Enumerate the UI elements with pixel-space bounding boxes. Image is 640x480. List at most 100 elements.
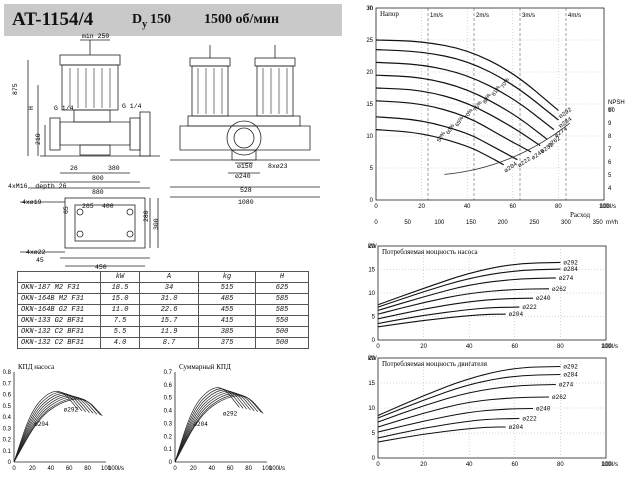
y-tick-label: 0.2 (164, 434, 173, 440)
efficiency-iso-label: 75% (473, 100, 484, 113)
series-label: ø204 (509, 424, 524, 431)
y-tick-label: 0.6 (3, 393, 12, 399)
dimension-label: G 1/4 (122, 103, 142, 110)
dimension-label: ø150 (237, 163, 253, 170)
y-tick-label: 15 (368, 381, 375, 387)
dimension-label: 4xø22 (26, 249, 46, 256)
secondary-x-tick: 150 (466, 220, 477, 226)
power-curve-ø274 (377, 277, 556, 311)
chart-title: Суммарный КПД (179, 363, 231, 371)
head-curve-ø284 (375, 49, 559, 121)
npsh-label: NPSH (608, 100, 625, 106)
chart-power-4: 0 20 40 60 80 100 0 5 10 15 20 Потребляемая мощност… (368, 356, 618, 468)
chart-title: Потребляемая мощность насоса (382, 248, 479, 256)
y-tick-label: 10 (366, 134, 373, 140)
series-label: ø284 (563, 266, 578, 273)
secondary-x-tick: 250 (529, 220, 540, 226)
y-tick-label: 0.1 (3, 449, 12, 455)
model-title: AT-1154/4 (12, 9, 94, 30)
x-tick-label: 80 (245, 466, 252, 472)
chart-title: КПД насоса (18, 363, 55, 371)
dimension-label: 528 (240, 187, 252, 194)
series-label: ø274 (559, 382, 574, 389)
series-label: ø262 (552, 394, 567, 401)
y-tick-label: 0 (8, 460, 12, 466)
y-tick-label: 0 (169, 460, 173, 466)
power-curve-ø240 (377, 297, 534, 320)
y-unit-label: kW (368, 244, 377, 250)
dimension-label: 450 (95, 264, 107, 271)
x-tick-label: 40 (47, 466, 54, 472)
y-tick-label: 5 (372, 431, 376, 437)
head-curve-ø222 (375, 116, 518, 161)
series-label: ø240 (536, 295, 551, 302)
x-unit-label: 100l/s (269, 466, 285, 472)
dimension-label: 210 (35, 133, 42, 145)
y-tick-label: 0.6 (164, 383, 173, 389)
dn-letter: D (132, 12, 143, 27)
table-row: OKN-133 G2 BF31 7.5 15.7 415 550 (17, 315, 309, 327)
head-curve-ø240 (375, 100, 532, 153)
series-label: ø222 (522, 416, 537, 423)
power-curve-ø222 (377, 306, 520, 325)
power-curve-ø222 (377, 417, 520, 439)
y-tick-label: 5 (372, 315, 376, 321)
efficiency-iso-label: 50% (436, 131, 447, 144)
baseplate-plan (64, 197, 146, 249)
y-tick-label: 0.5 (3, 404, 12, 410)
dimension-label: 400 (102, 203, 114, 210)
power-curve-ø262 (377, 396, 550, 428)
power-curve-ø284 (377, 268, 561, 308)
secondary-x-tick: 200 (498, 220, 509, 226)
efficiency-curve (174, 395, 264, 463)
x-unit-label: 100l/s (600, 204, 616, 210)
y-tick-label: 15 (368, 268, 375, 274)
dimension-label: 265 (82, 203, 94, 210)
npsh-unit: m (608, 107, 613, 113)
y-unit-label: kW (368, 356, 377, 362)
npsh-tick: 5 (608, 173, 612, 179)
power-curve-ø292 (377, 261, 561, 306)
power-curve-ø262 (377, 288, 550, 315)
y-tick-label: 0 (372, 456, 376, 462)
velocity-label: 4m/s (568, 13, 581, 19)
x-tick-label: 0 (12, 466, 16, 472)
chart-total-efficiency: 0 20 40 60 80 100 0 0.1 0.2 0.3 0.4 0.5 0.6 0.7 Суммар… (164, 363, 285, 472)
y-tick-label: 0.1 (164, 447, 173, 453)
x-tick-label: 60 (511, 462, 518, 468)
x-tick-label: 100 (601, 462, 612, 468)
npsh-tick: 10 (608, 108, 615, 114)
y-tick-label: 0.3 (3, 426, 12, 432)
spec-table: kW A kg H OKN-187 M2 F31 18.5 34 515 625 OKN-… (17, 271, 309, 349)
y-tick-label: 0 (372, 338, 376, 344)
chart-title: Напор (380, 10, 399, 18)
chart-pump-efficiency: 0 20 40 60 80 100 0 0.1 0.2 0.3 0.4 0.5 0.6 0.7 0.8 КПД… (3, 363, 124, 472)
efficiency-iso-label: 70% (464, 108, 475, 121)
x-tick-label: 20 (29, 466, 36, 472)
power-curve-ø274 (377, 383, 556, 423)
x-tick-label: 20 (418, 204, 425, 210)
secondary-x-tick: 350 (593, 220, 604, 226)
secondary-x-unit: m³/h (606, 220, 618, 226)
npsh-tick: 9 (608, 121, 612, 127)
efficiency-curve (13, 396, 98, 463)
x-tick-label: 60 (66, 466, 73, 472)
y-tick-label: 0.3 (164, 421, 173, 427)
dimension-label: 4xø19 (22, 199, 42, 206)
x-tick-label: 60 (511, 344, 518, 350)
secondary-x-tick: 50 (404, 220, 411, 226)
y-tick-label: 0.7 (3, 381, 12, 387)
secondary-x-tick: 0 (374, 220, 378, 226)
y-tick-label: 30 (366, 6, 373, 12)
x-tick-label: 60 (509, 204, 516, 210)
y-tick-label: 25 (366, 38, 373, 44)
inlet-flange (49, 117, 61, 151)
curve-label: ø204 (34, 421, 49, 428)
head-curve-ø274 (375, 61, 555, 131)
table-header-row: kW A kg H (17, 271, 309, 283)
y-tick-label: 0.5 (164, 396, 173, 402)
velocity-label: 3m/s (522, 13, 535, 19)
efficiency-iso-label: 80% (482, 92, 493, 105)
y-tick-label: 0.2 (3, 438, 12, 444)
table-row: OKN-187 M2 F31 18.5 34 515 625 (17, 282, 309, 294)
